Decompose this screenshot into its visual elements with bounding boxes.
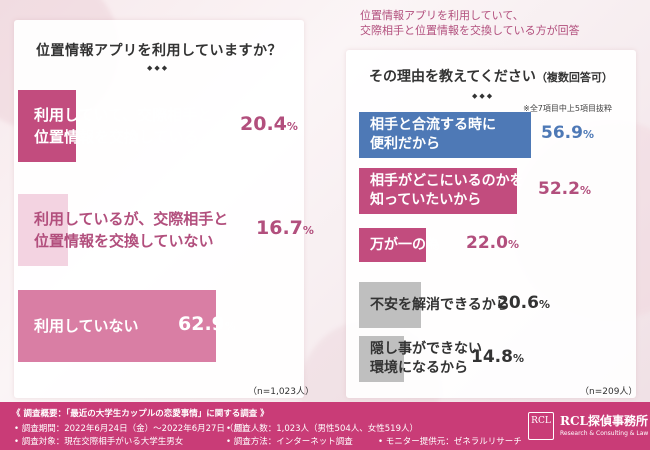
footer-people: • 調査人数：1,023人（男性504人、女性519人） xyxy=(226,424,418,434)
right-note: ※全7項目中上5項目抜粋 xyxy=(523,104,612,113)
right-bar-label-line2: 知っていたいから xyxy=(370,192,482,208)
footer-method: • 調査方法：インターネット調査 xyxy=(226,437,353,447)
right-bar-value: 56.9% xyxy=(541,123,594,143)
left-bar-label-line1: 利用していない xyxy=(34,317,139,335)
left-bar-value-number: 20.4 xyxy=(240,113,287,135)
right-bar-value-number: 52.2 xyxy=(538,179,580,199)
left-bar-label: 利用しているが、交際相手と 位置情報を交換していない xyxy=(34,208,228,252)
logo-sub: Research & Consulting & Law xyxy=(560,430,649,437)
left-bar xyxy=(18,90,76,162)
right-bar-value-pct: % xyxy=(507,238,519,251)
right-bar-label-line1: 相手と合流する時に xyxy=(370,117,496,133)
left-bar-label-line1: 利用していて、交際相手と xyxy=(34,106,213,124)
right-question-text: その理由を教えてください xyxy=(369,69,536,85)
left-diamonds: ◆◆◆ xyxy=(147,64,170,72)
footer-title: 《 調査概要：「最近の大学生カップルの恋愛事情」に関する調査 》 xyxy=(12,409,269,419)
right-bar-label-line2: 便利だから xyxy=(370,136,440,152)
right-bar-value-number: 20.6 xyxy=(497,293,539,313)
left-bar-label-line2: 位置情報を交換していない xyxy=(34,232,214,250)
footer: 《 調査概要：「最近の大学生カップルの恋愛事情」に関する調査 》 • 調査期間：… xyxy=(0,402,650,450)
logo-seal-icon: RCL xyxy=(528,412,554,440)
left-bar-value-number: 16.7 xyxy=(256,217,303,239)
right-bar xyxy=(359,282,421,328)
right-bar-label: 相手がどこにいるのかを 知っていたいから xyxy=(370,172,524,210)
right-bar-value-pct: % xyxy=(579,184,591,197)
left-bar-value-number: 62.9 xyxy=(178,313,225,335)
left-n-label: （n=1,023人） xyxy=(248,387,315,397)
left-bar-label-line1: 利用しているが、交際相手と xyxy=(34,210,229,228)
right-bar-label: 万が一の為 xyxy=(370,236,440,255)
right-bar-value-number: 22.0 xyxy=(466,233,508,253)
footer-period: • 調査期間：2022年6月24日（金）～2022年6月27日（月） xyxy=(14,424,251,434)
right-bar-label: 不安を解消できるから xyxy=(370,296,510,315)
right-bar-label-line1: 隠し事ができない xyxy=(370,341,482,357)
left-bar-value-pct: % xyxy=(302,224,314,237)
right-bar-label: 相手と合流する時に 便利だから xyxy=(370,116,496,154)
left-bar-value-pct: % xyxy=(224,320,236,333)
left-bar-value: 16.7% xyxy=(256,217,314,239)
right-diamonds: ◆◆◆ xyxy=(472,92,495,100)
right-bar-label: 隠し事ができない 環境になるから xyxy=(370,340,482,378)
left-question: 位置情報アプリを利用していますか？ xyxy=(35,43,283,59)
right-n-label: （n=209人） xyxy=(580,387,638,397)
right-bar-label-line1: 相手がどこにいるのかを xyxy=(370,173,524,189)
right-bar-value-number: 14.8 xyxy=(471,347,513,367)
right-bar-value: 22.0% xyxy=(466,233,519,253)
footer-provider: • モニター提供元：ゼネラルリサーチ xyxy=(378,437,522,447)
left-bar-value: 20.4% xyxy=(240,113,298,135)
left-bar-label: 利用していて、交際相手と 位置情報を交換している xyxy=(34,104,212,148)
right-bar-label-line1: 不安を解消できるから xyxy=(370,296,510,313)
right-bar-value: 20.6% xyxy=(497,293,550,313)
logo-name: RCL探偵事務所 xyxy=(560,414,648,428)
left-bar-value-pct: % xyxy=(286,120,298,133)
right-bar-value-number: 56.9 xyxy=(541,123,583,143)
right-bar-value: 14.8% xyxy=(471,347,524,367)
right-bar-label-line2: 環境になるから xyxy=(370,360,468,376)
left-bar-label: 利用していない xyxy=(34,315,139,337)
right-bar xyxy=(359,168,517,214)
left-bar-label-line2: 位置情報を交換している xyxy=(34,128,199,146)
left-bar xyxy=(18,194,68,266)
right-bar-value-pct: % xyxy=(512,352,524,365)
right-question-sub: （複数回答可） xyxy=(535,71,613,84)
footer-target: • 調査対象：現在交際相手がいる大学生男女 xyxy=(14,437,184,447)
right-bar-value-pct: % xyxy=(538,298,550,311)
right-bar-label-line1: 万が一の為 xyxy=(370,236,440,253)
right-bar xyxy=(359,336,404,382)
right-bar xyxy=(359,112,531,158)
right-header-line2: 交際相手と位置情報を交換している方が回答 xyxy=(360,24,580,37)
right-header-line1: 位置情報アプリを利用していて、 xyxy=(360,9,524,22)
right-bar-value: 52.2% xyxy=(538,179,591,199)
left-bar-value: 62.9% xyxy=(178,313,236,335)
right-bar-value-pct: % xyxy=(582,128,594,141)
right-question: その理由を教えてください（複数回答可） xyxy=(346,66,636,86)
company-logo: RCL RCL探偵事務所 Research & Consulting & Law xyxy=(528,410,649,444)
right-bar xyxy=(359,228,426,262)
left-bar xyxy=(18,290,216,362)
right-header: 位置情報アプリを利用していて、 交際相手と位置情報を交換している方が回答 xyxy=(360,8,650,38)
